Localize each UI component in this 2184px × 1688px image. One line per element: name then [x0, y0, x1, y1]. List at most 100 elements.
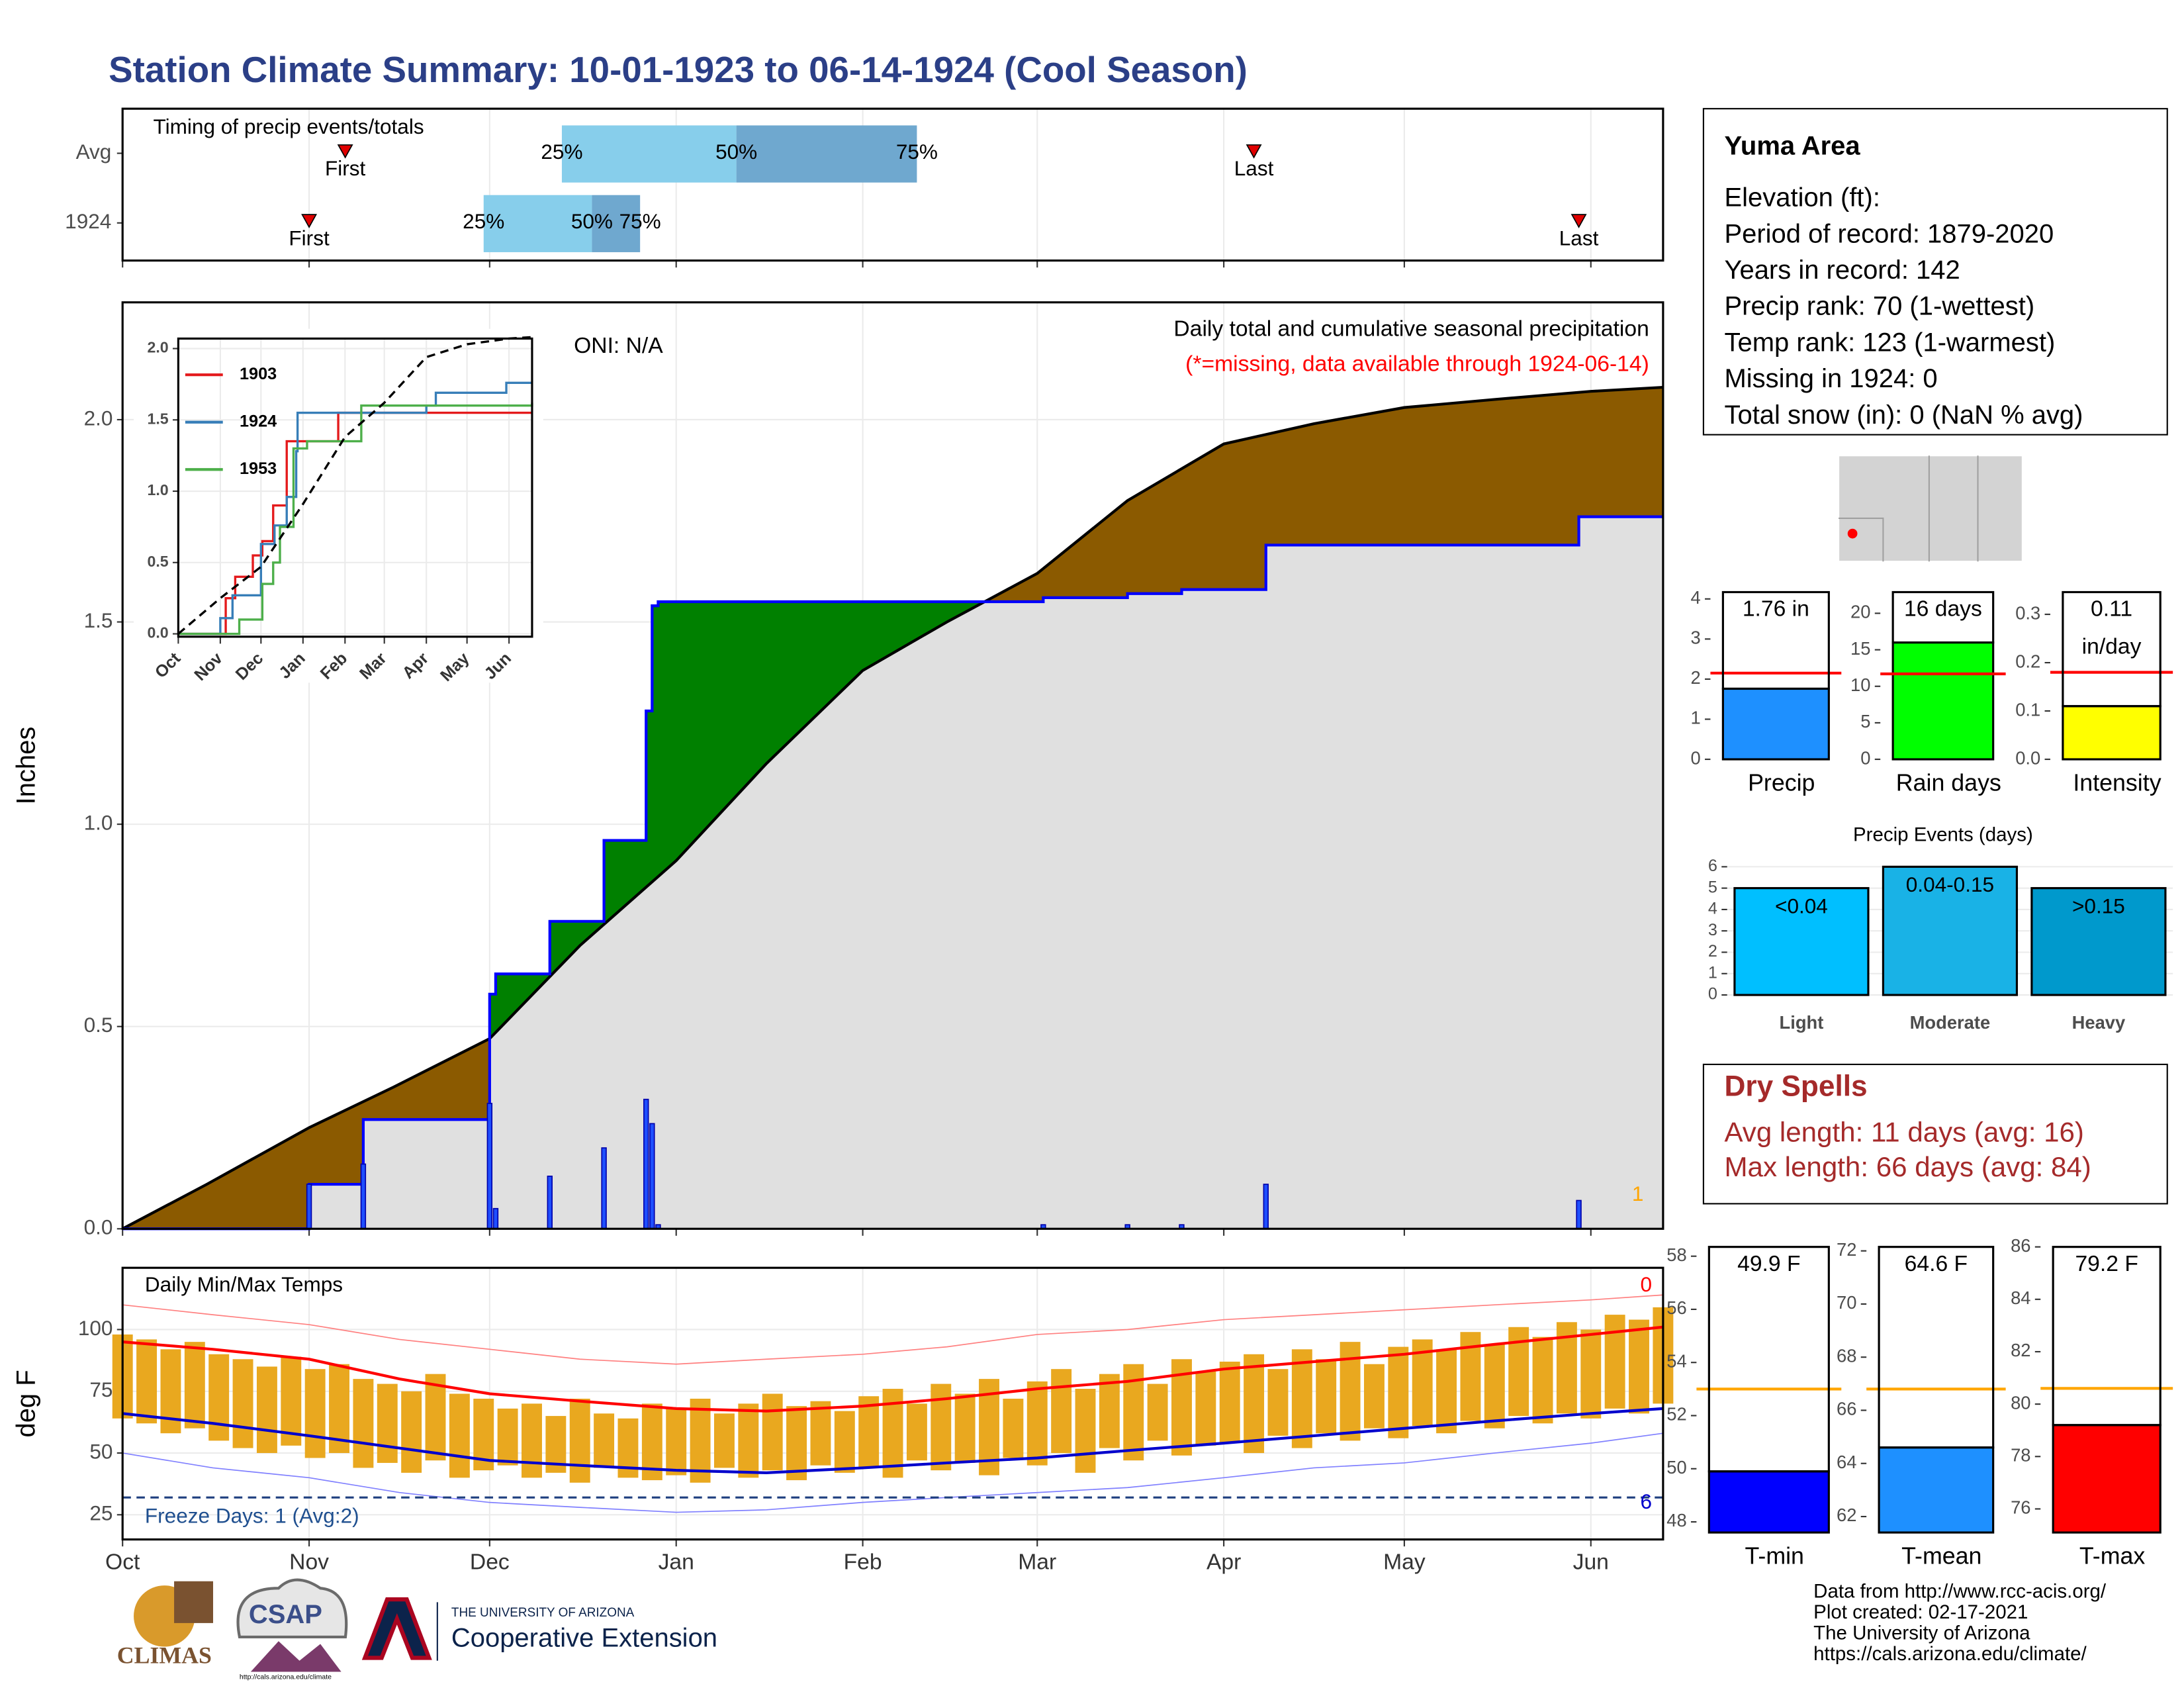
y-tick-label: 78: [2011, 1445, 2030, 1466]
temp-range-bar: [954, 1393, 976, 1463]
y-tick-label: 0.1: [2015, 699, 2040, 720]
event-label: First: [325, 156, 366, 180]
temp-range-bar: [1195, 1371, 1216, 1446]
category-label: T-min: [1745, 1542, 1804, 1569]
range-label: <0.04: [1775, 894, 1828, 917]
temp-range-bar: [1267, 1369, 1289, 1436]
y-tick-label: 0.2: [2015, 651, 2040, 671]
y-tick-label: 70: [1837, 1292, 1856, 1313]
avg-cumulative-line: [177, 336, 533, 635]
daily-precip-bar: [486, 1102, 493, 1230]
y-tick-label: 0: [1690, 747, 1700, 768]
value-box: [1878, 1246, 1995, 1449]
temp-range-bar: [1316, 1359, 1337, 1434]
y-tick-label: 0.0: [147, 624, 168, 641]
y-tick-label: 1.5: [147, 410, 168, 427]
quartile-label: 25%: [463, 209, 504, 233]
station-line: Years in record: 142: [1724, 256, 1960, 285]
y-tick-label: 15: [1850, 638, 1870, 659]
y-tick-label: 0: [1708, 985, 1717, 1004]
csap-logo-text: CSAP: [249, 1600, 322, 1629]
chart-subtitle: (*=missing, data available through 1924-…: [1185, 352, 1649, 376]
quartile-label: 75%: [619, 209, 661, 233]
station-line: Temp rank: 123 (1-warmest): [1724, 328, 2055, 357]
cumulative-line: [122, 515, 1663, 1231]
category-label: T-mean: [1901, 1542, 1981, 1569]
page-title: Station Climate Summary: 10-01-1923 to 0…: [109, 49, 1248, 90]
x-tick-label: Dec: [470, 1550, 510, 1574]
y-tick-label: 2: [1708, 942, 1717, 961]
y-tick-label: 0: [1860, 747, 1870, 768]
quartile-box: [736, 125, 917, 183]
value-box: [2062, 590, 2161, 708]
dry-spells-box: [1702, 1063, 2168, 1205]
temp-range-bar: [1147, 1383, 1168, 1441]
y-tick-label: 84: [2011, 1288, 2030, 1308]
category-label: T-max: [2079, 1542, 2145, 1569]
quartile-box: [592, 195, 641, 252]
value-label: 16 days: [1904, 597, 1982, 622]
chart-title: Daily total and cumulative seasonal prec…: [1173, 317, 1649, 342]
quartile-label: 50%: [715, 140, 757, 164]
y-tick-label: 75: [89, 1378, 113, 1401]
y-tick-label: 3: [1690, 628, 1700, 648]
daily-precip-bar: [601, 1147, 607, 1230]
temp-range-bar: [1244, 1354, 1265, 1454]
temp-range-bar: [738, 1403, 759, 1478]
temp-range-bar: [906, 1403, 927, 1461]
y-tick-label: 4: [1690, 587, 1700, 608]
y-tick-label: 0.5: [84, 1013, 113, 1037]
quartile-box: [483, 195, 592, 252]
temp-range-bar: [304, 1369, 326, 1458]
x-tick-label: Nov: [289, 1550, 329, 1574]
value-box: [1891, 590, 1995, 644]
inset-frame: [177, 337, 533, 638]
y-tick-label: 56: [1666, 1297, 1686, 1318]
daily-precip-bar: [1263, 1184, 1269, 1230]
temp-range-bar: [497, 1408, 518, 1466]
station-box: [1702, 108, 2168, 436]
x-tick-label: Heavy: [2072, 1012, 2126, 1033]
locator-map: [1838, 455, 2023, 563]
y-tick-label: 48: [1666, 1510, 1686, 1530]
value-box: [1721, 590, 1830, 690]
temp-range-bar: [594, 1413, 615, 1468]
csap-cloud: [236, 1578, 348, 1639]
chart-title: Daily Min/Max Temps: [145, 1272, 343, 1296]
temp-range-bar: [208, 1354, 230, 1441]
daily-precip-bar: [1576, 1199, 1582, 1230]
plot-frame: [121, 1266, 1664, 1541]
temp-range-bar: [569, 1398, 590, 1483]
y-tick-label: 1.5: [84, 608, 113, 632]
climas-logo-text: CLIMAS: [117, 1642, 212, 1669]
quartile-label: 75%: [896, 140, 938, 164]
temp-range-bar: [931, 1383, 952, 1471]
y-tick-label: 2: [1690, 667, 1700, 688]
freeze-label: Freeze Days: 1 (Avg:2): [145, 1503, 359, 1527]
summary-bar: [1891, 641, 1995, 761]
y-tick-label: 82: [2011, 1340, 2030, 1360]
temp-range-bar: [1604, 1315, 1625, 1409]
y-tick-label: 1: [1708, 963, 1717, 982]
legend-label: 1903: [240, 365, 277, 383]
y-tick-label: 4: [1708, 900, 1717, 918]
x-tick-label: Light: [1780, 1012, 1824, 1033]
station-line: Period of record: 1879-2020: [1724, 219, 2054, 248]
x-tick-label: Jun: [1573, 1550, 1609, 1574]
y-tick-label: 64: [1837, 1452, 1856, 1472]
temp-range-bar: [810, 1401, 831, 1466]
temp-range-bar: [1532, 1336, 1553, 1424]
y-tick-label: 20: [1850, 602, 1870, 622]
quartile-box: [561, 125, 737, 183]
temp-range-bar: [858, 1396, 880, 1468]
y-tick-label: 2.0: [84, 406, 113, 430]
footer-line: The University of Arizona: [1813, 1622, 2030, 1644]
temp-range-bar: [449, 1393, 470, 1478]
record-note: 1: [1632, 1182, 1644, 1205]
station-line: Elevation (ft):: [1724, 183, 1880, 212]
x-tick-label: Moderate: [1910, 1012, 1991, 1033]
record-low-count: 6: [1640, 1489, 1652, 1513]
temp-range-bar: [256, 1366, 277, 1454]
csap-url: http://cals.arizona.edu/climate: [240, 1673, 332, 1681]
